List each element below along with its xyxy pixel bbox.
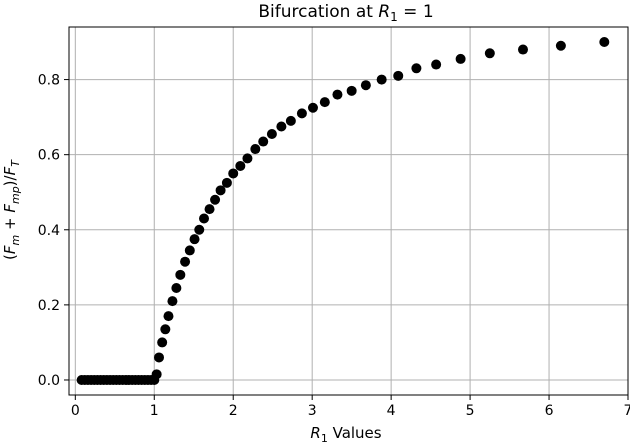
data-point	[151, 369, 162, 380]
scatter-points	[76, 37, 610, 385]
plot-frame	[68, 26, 629, 396]
x-tick-label: 5	[466, 403, 475, 419]
data-point	[376, 74, 387, 85]
chart-title: Bifurcation at R1 = 1	[258, 2, 433, 24]
grid	[69, 27, 629, 395]
data-point	[215, 185, 226, 196]
data-point	[154, 352, 165, 363]
data-point	[346, 85, 357, 96]
data-point	[250, 144, 261, 155]
data-point	[194, 224, 205, 235]
x-tick-label: 7	[624, 403, 630, 419]
data-point	[332, 89, 343, 100]
data-point	[221, 177, 232, 188]
x-tick-label: 4	[387, 403, 396, 419]
data-point	[484, 48, 495, 59]
data-point	[204, 204, 215, 215]
data-point	[307, 102, 318, 113]
data-point	[228, 168, 239, 179]
data-point	[411, 63, 422, 74]
data-point	[276, 121, 287, 132]
data-point	[199, 213, 210, 224]
data-point	[160, 324, 171, 335]
y-axis-label: (Fm + Fmp)/FT	[1, 159, 22, 260]
data-point	[599, 37, 610, 48]
y-tick-label: 0.4	[38, 223, 60, 239]
data-point	[296, 108, 307, 119]
data-point	[163, 311, 174, 322]
data-point	[517, 44, 528, 55]
data-point	[266, 129, 277, 140]
data-point	[431, 59, 442, 70]
data-point	[360, 80, 371, 91]
y-tick-label: 0.2	[38, 298, 60, 314]
data-point	[180, 256, 191, 267]
x-tick-label: 0	[71, 403, 80, 419]
data-point	[157, 337, 168, 348]
axis-ticks: 0 1 2 3 4 5 6 7 0.0 0.2 0.4 0.6 0.8	[38, 73, 630, 419]
x-axis-label: R1 Values	[310, 424, 381, 443]
x-tick-label: 3	[308, 403, 317, 419]
data-point	[210, 194, 221, 205]
data-point	[175, 269, 186, 280]
data-point	[258, 136, 269, 147]
data-point	[184, 245, 195, 256]
y-tick-label: 0.8	[38, 73, 60, 89]
data-point	[285, 115, 296, 126]
data-point	[189, 234, 200, 245]
y-tick-label: 0.0	[38, 373, 60, 389]
data-point	[242, 153, 253, 164]
y-tick-label: 0.6	[38, 148, 60, 164]
data-point	[235, 160, 246, 171]
data-point	[167, 296, 178, 307]
x-tick-label: 6	[545, 403, 554, 419]
x-tick-label: 1	[150, 403, 159, 419]
data-point	[171, 282, 182, 293]
x-tick-label: 2	[229, 403, 238, 419]
data-point	[455, 53, 466, 64]
data-point	[555, 40, 566, 51]
data-point	[319, 97, 330, 108]
data-point	[393, 70, 404, 81]
